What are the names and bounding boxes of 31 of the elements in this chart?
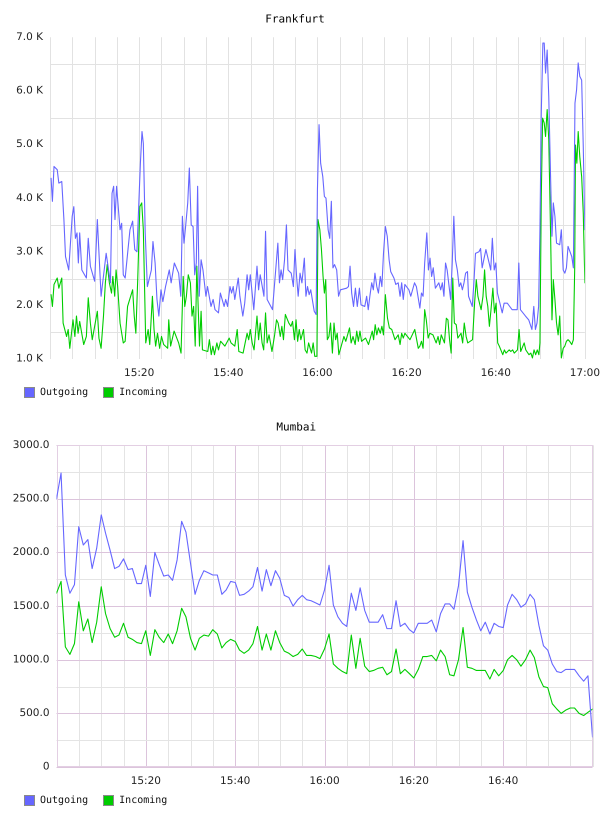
legend-label: Outgoing <box>40 795 88 806</box>
x-tick-label: 15:20 <box>130 775 161 788</box>
x-tick-label: 16:40 <box>480 367 511 380</box>
y-tick-label: 2500.0 <box>12 492 50 505</box>
x-tick-label: 16:00 <box>302 367 333 380</box>
legend-label: Incoming <box>119 387 168 398</box>
y-tick-label: 1.0 K <box>16 352 44 365</box>
x-tick-label: 15:20 <box>124 367 154 380</box>
x-tick-label: 15:40 <box>220 775 250 788</box>
y-tick-label: 1500.0 <box>12 600 50 612</box>
y-tick-label: 4.0 K <box>16 192 44 204</box>
y-tick-label: 3.0 K <box>16 245 44 258</box>
legend-label: Incoming <box>119 795 168 806</box>
x-tick-label: 16:20 <box>398 775 429 788</box>
x-tick-label: 16:40 <box>488 775 518 788</box>
legend-label: Outgoing <box>40 387 88 398</box>
chart-title: Mumbai <box>276 420 316 434</box>
y-tick-label: 0 <box>42 760 50 773</box>
y-tick-label: 5.0 K <box>16 138 44 150</box>
y-tick-label: 7.0 K <box>16 30 44 43</box>
y-tick-label: 6.0 K <box>16 84 44 97</box>
x-tick-label: 16:20 <box>391 367 422 380</box>
y-tick-label: 500.0 <box>19 707 50 720</box>
y-tick-label: 2.0 K <box>16 299 44 312</box>
y-tick-label: 1000.0 <box>12 653 50 666</box>
x-tick-label: 16:00 <box>309 775 340 788</box>
chart-title: Frankfurt <box>265 12 325 26</box>
y-tick-label: 3000.0 <box>12 438 50 451</box>
x-tick-label: 15:40 <box>213 367 244 380</box>
y-tick-label: 2000.0 <box>12 546 50 558</box>
x-tick-label: 17:00 <box>570 367 600 380</box>
